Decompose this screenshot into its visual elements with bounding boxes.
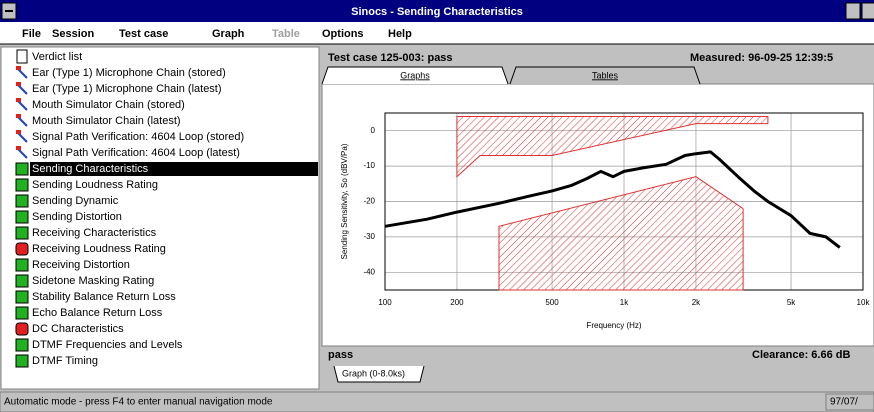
y-tick-label: -40 (363, 267, 375, 276)
status-cell (825, 393, 874, 411)
y-tick-label: -10 (363, 161, 375, 170)
tree-item[interactable]: DTMF Timing (32, 355, 98, 367)
y-tick-label: -20 (363, 197, 375, 206)
system-icon (5, 10, 13, 12)
tree-item[interactable]: Mouth Simulator Chain (latest) (32, 115, 181, 127)
bottom-tab-label[interactable]: Graph (0-8.0ks) (342, 368, 405, 378)
tree-item[interactable]: Sending Characteristics (32, 163, 149, 175)
tree-item[interactable]: Sidetone Masking Rating (32, 275, 154, 287)
title-bar (0, 0, 874, 22)
doc-icon (16, 49, 28, 64)
measured-header: Measured: 96-09-25 12:39:5 (690, 52, 833, 64)
status-icon (15, 290, 29, 304)
test-case-header: Test case 125-003: pass (328, 52, 453, 64)
status-icon (15, 226, 29, 240)
link-icon-head (16, 66, 21, 70)
tree-item[interactable]: DC Characteristics (32, 323, 124, 335)
status-icon (15, 354, 29, 368)
tab[interactable] (321, 66, 509, 85)
link-icon-head (16, 82, 21, 86)
x-tick-label: 10k (857, 298, 871, 307)
tree-item[interactable]: Receiving Loudness Rating (32, 243, 166, 255)
tree-item[interactable]: Stability Balance Return Loss (32, 291, 176, 303)
limit-mask (456, 116, 769, 178)
menu-item[interactable]: Graph (212, 28, 245, 40)
verdict: pass (328, 349, 353, 361)
menu-item[interactable]: Help (388, 28, 412, 40)
menu-item[interactable]: Table (272, 28, 300, 40)
x-axis-label: Frequency (Hz) (586, 321, 641, 330)
tree-item[interactable]: Signal Path Verification: 4604 Loop (lat… (32, 147, 240, 159)
status-icon (15, 274, 29, 288)
limit-mask (498, 176, 744, 291)
x-tick-label: 1k (620, 298, 629, 307)
link-icon-head (16, 114, 21, 118)
tree-item[interactable]: Sending Dynamic (32, 195, 119, 207)
window-title: Sinocs - Sending Characteristics (351, 6, 523, 18)
clearance: Clearance: 6.66 dB (752, 349, 850, 361)
y-tick-label: -30 (363, 232, 375, 241)
tree-panel (0, 46, 320, 390)
menu-item[interactable]: Options (322, 28, 364, 40)
status-message: Automatic mode - press F4 to enter manua… (4, 397, 273, 408)
menu-bar (0, 22, 874, 44)
status-icon (15, 162, 29, 176)
tree-item[interactable]: Sending Loudness Rating (32, 179, 158, 191)
minimize-button[interactable] (845, 2, 861, 20)
selection (30, 162, 318, 176)
status-icon (15, 210, 29, 224)
tree-item[interactable]: Sending Distortion (32, 211, 122, 223)
menu-item[interactable]: File (22, 28, 41, 40)
menu-item[interactable]: Session (52, 28, 94, 40)
tree-item[interactable]: Receiving Characteristics (32, 227, 157, 239)
x-tick-label: 100 (378, 298, 392, 307)
maximize-button[interactable] (861, 2, 874, 20)
response-line (384, 150, 841, 249)
link-icon-head (16, 130, 21, 134)
status-bar (0, 391, 874, 412)
link-icon-head (16, 98, 21, 102)
tree-item[interactable]: Mouth Simulator Chain (stored) (32, 99, 185, 111)
tree-item[interactable]: Ear (Type 1) Microphone Chain (latest) (32, 83, 222, 95)
bottom-tab[interactable] (333, 365, 425, 383)
link-icon-head (16, 146, 21, 150)
tree-item[interactable]: Echo Balance Return Loss (32, 307, 163, 319)
tree-item[interactable]: DTMF Frequencies and Levels (32, 339, 183, 351)
tab-label[interactable]: Graphs (400, 70, 430, 80)
x-tick-label: 2k (692, 298, 701, 307)
tree-item[interactable]: Receiving Distortion (32, 259, 130, 271)
status-icon (15, 322, 29, 336)
tree-item[interactable]: Verdict list (32, 51, 82, 63)
tab[interactable] (509, 66, 701, 85)
y-tick-label: 0 (371, 126, 376, 135)
status-icon (15, 258, 29, 272)
x-tick-label: 500 (545, 298, 559, 307)
tree-item[interactable]: Signal Path Verification: 4604 Loop (sto… (32, 131, 244, 143)
x-tick-label: 5k (787, 298, 796, 307)
tree-item[interactable]: Ear (Type 1) Microphone Chain (stored) (32, 67, 226, 79)
status-right: 97/07/ (830, 397, 858, 408)
y-axis-label: Sending Sensitivity, So (dBV/Pa) (340, 143, 349, 259)
status-icon (15, 338, 29, 352)
tab-label[interactable]: Tables (592, 70, 619, 80)
status-icon (15, 194, 29, 208)
status-icon (15, 178, 29, 192)
status-icon (15, 242, 29, 256)
menu-item[interactable]: Test case (119, 28, 168, 40)
status-icon (15, 306, 29, 320)
x-tick-label: 200 (450, 298, 464, 307)
